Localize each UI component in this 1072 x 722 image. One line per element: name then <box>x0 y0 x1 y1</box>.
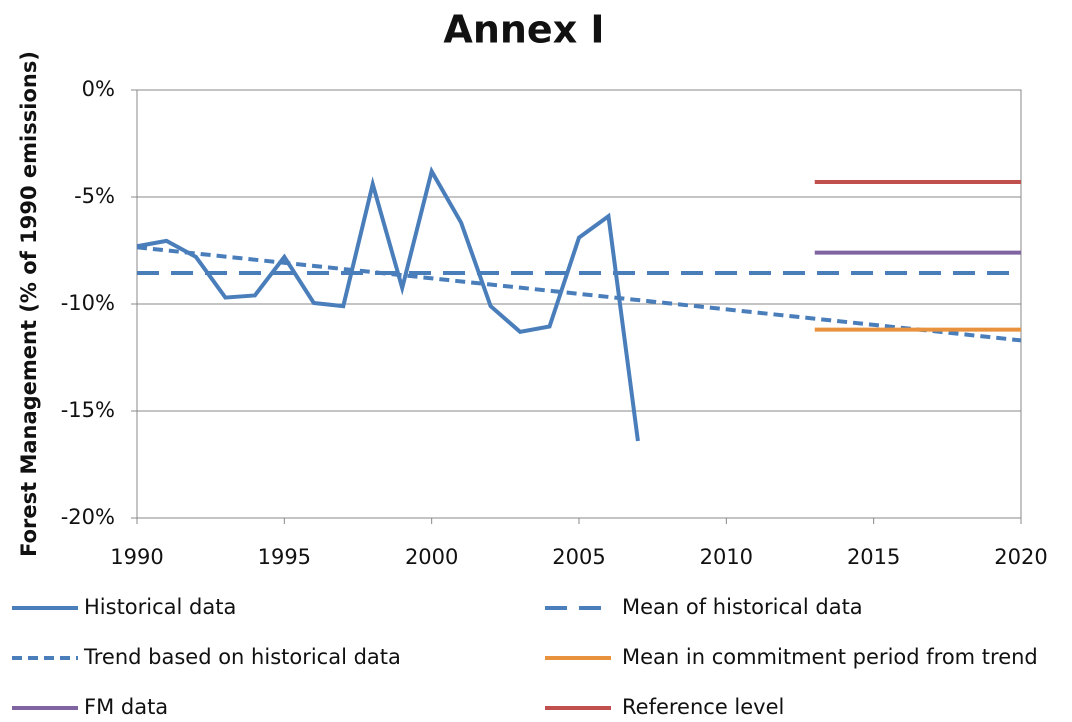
y-tick-label: -10% <box>61 291 115 315</box>
legend-label: Mean in commitment period from trend <box>622 645 1038 669</box>
legend-label: Trend based on historical data <box>83 645 401 669</box>
x-tick-label: 2015 <box>847 545 900 569</box>
x-tick-label: 2000 <box>405 545 458 569</box>
y-tick-label: -15% <box>61 398 115 422</box>
y-tick-label: 0% <box>82 77 115 101</box>
x-tick-label: 1990 <box>110 545 163 569</box>
legend-label: FM data <box>84 695 168 719</box>
x-tick-label: 2020 <box>994 545 1047 569</box>
legend-label: Mean of historical data <box>622 595 863 619</box>
y-tick-label: -20% <box>61 505 115 529</box>
y-axis-title: Forest Management (% of 1990 emissions) <box>17 51 41 557</box>
series-line <box>136 166 640 442</box>
chart-title: Annex I <box>443 8 604 52</box>
x-tick-label: 2005 <box>552 545 605 569</box>
legend-label: Historical data <box>84 595 236 619</box>
x-tick-label: 2010 <box>700 545 753 569</box>
legend-label: Reference level <box>622 695 784 719</box>
series-line <box>136 245 1022 343</box>
y-tick-label: -5% <box>74 184 115 208</box>
x-tick-label: 1995 <box>258 545 311 569</box>
